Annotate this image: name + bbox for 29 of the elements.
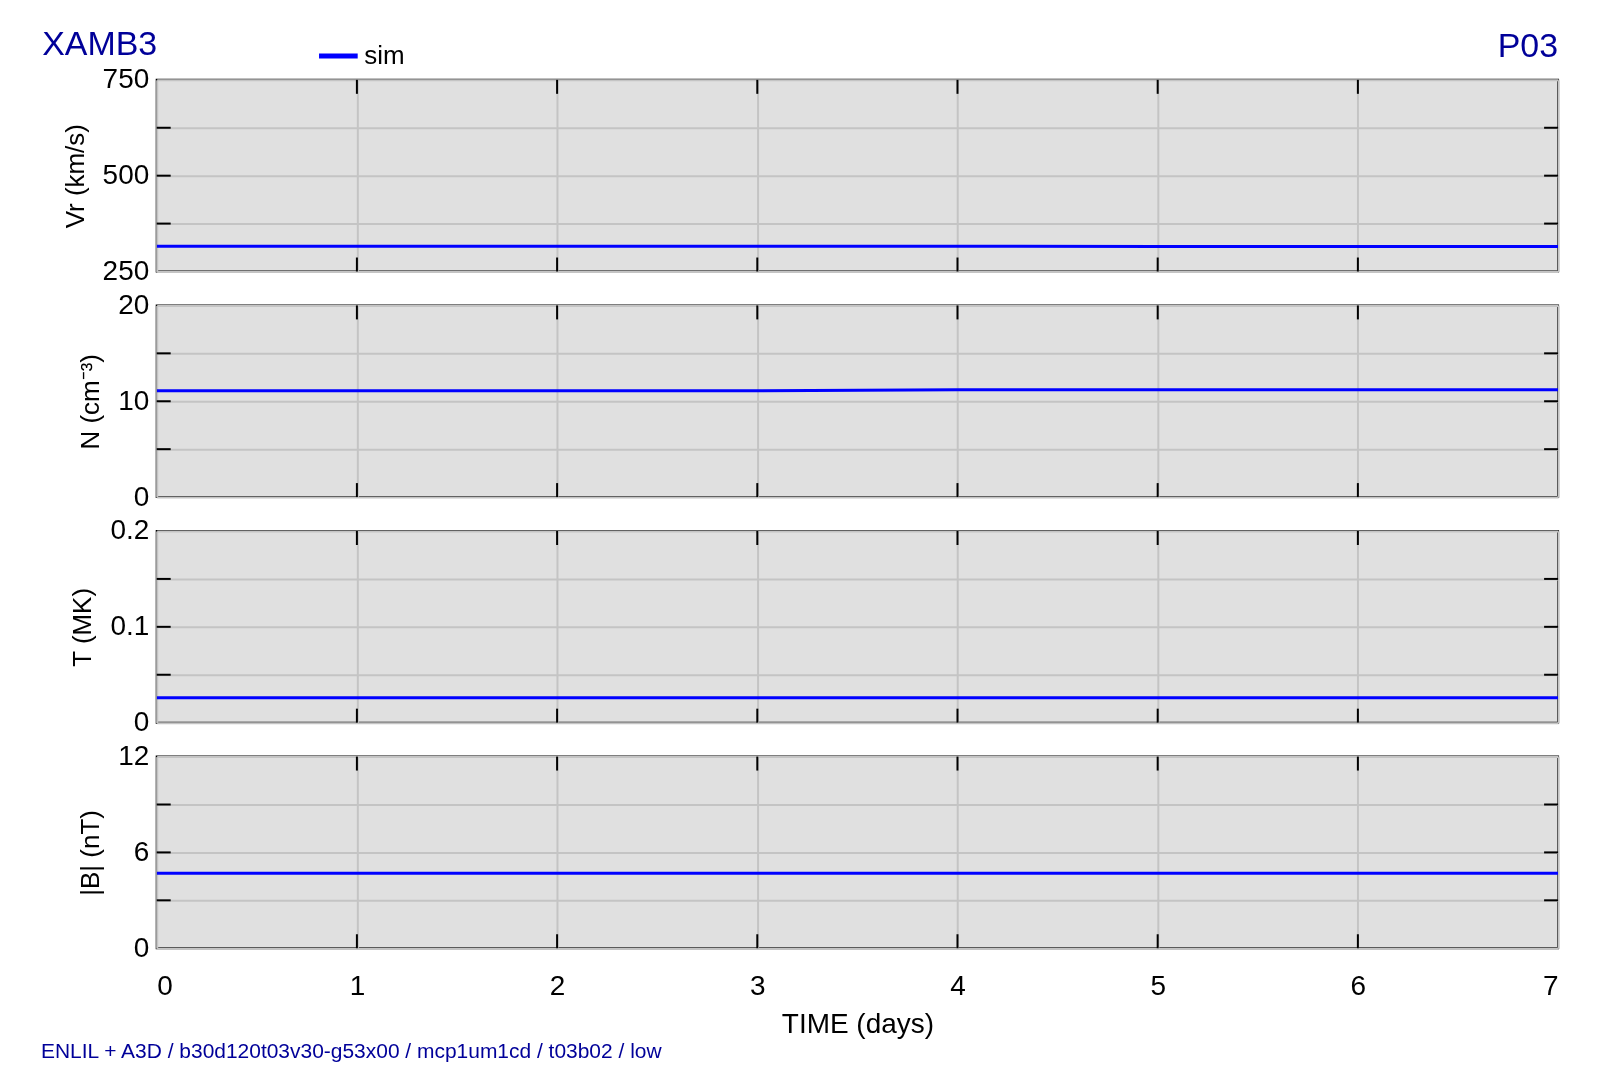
y-tick-label: 0: [133, 931, 150, 963]
chart-title: XAMB3: [42, 23, 158, 62]
text: ENLIL + A3D / b30d120t03v30-g53x00 / mcp1um1cd / t03b02 / low: [40, 1039, 663, 1063]
text: P03: [1497, 25, 1559, 64]
y-tick-label: 500: [102, 159, 150, 191]
y-tick-label: 12: [118, 740, 150, 772]
x-tick-label: 1: [349, 969, 366, 1001]
y-tick-label: 20: [118, 288, 150, 320]
y-tick-label: 750: [102, 63, 150, 95]
x-tick-label: 7: [1543, 969, 1559, 1001]
y-axis-title: N (cm⁻³): [76, 354, 105, 450]
y-axis-title: |B| (nT): [76, 810, 105, 896]
y-tick-label: 250: [102, 254, 150, 286]
y-axis-title: Vr (km/s): [60, 124, 89, 229]
x-tick-label: 5: [1150, 969, 1166, 1001]
y-tick-label: 0.1: [110, 610, 150, 642]
x-tick-label: 6: [1350, 969, 1367, 1001]
x-tick-label: 4: [950, 969, 966, 1001]
y-tick-label: 0: [133, 706, 150, 738]
x-tick-label: 0: [157, 969, 173, 1001]
x-tick-label: 2: [549, 969, 566, 1001]
y-axis-title: T (MK): [68, 587, 97, 667]
y-tick-label: 10: [118, 384, 150, 416]
x-axis-title: TIME (days): [781, 1007, 934, 1039]
legend-label: sim: [364, 40, 405, 69]
y-tick-label: 6: [133, 835, 150, 867]
y-tick-label: 0.2: [110, 514, 150, 546]
x-tick-label: 3: [750, 969, 766, 1001]
y-tick-label: 0: [133, 480, 150, 512]
